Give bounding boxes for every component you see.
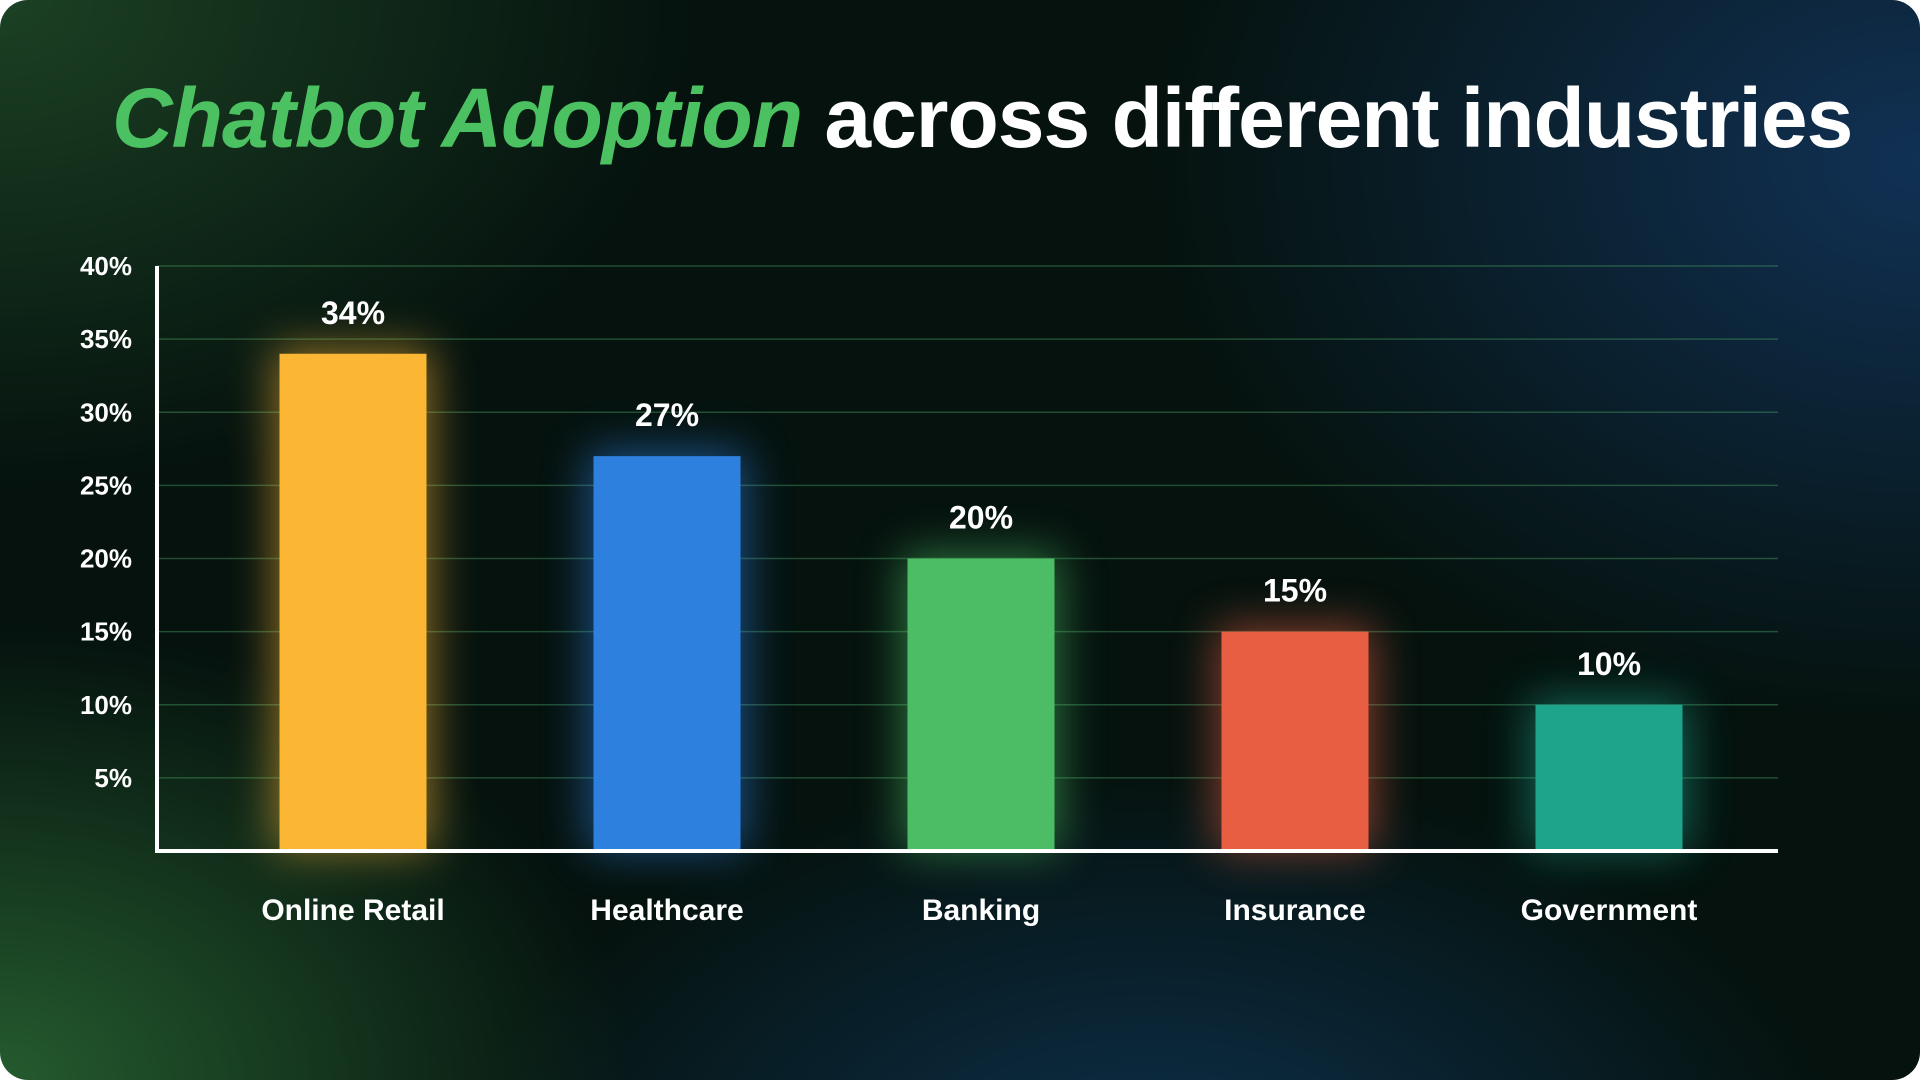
y-tick-label: 35% — [80, 324, 132, 354]
x-tick-label: Banking — [922, 894, 1040, 927]
y-tick-label: 40% — [80, 251, 132, 281]
y-tick-label: 25% — [80, 470, 132, 500]
bar — [907, 558, 1055, 851]
y-tick-label: 10% — [80, 690, 132, 720]
bar — [593, 456, 741, 851]
title-rest: across different industries — [824, 71, 1853, 165]
chart-title: Chatbot Adoption across different indust… — [112, 68, 1853, 169]
x-tick-label: Insurance — [1224, 894, 1366, 927]
title-accent: Chatbot Adoption — [112, 71, 803, 165]
data-label: 27% — [635, 397, 699, 433]
data-label: 34% — [321, 295, 385, 331]
y-tick-label: 15% — [80, 617, 132, 647]
x-tick-label: Healthcare — [590, 894, 743, 927]
y-tick-label: 20% — [80, 544, 132, 574]
x-axis-ticks: Online Retail Healthcare Banking Insurance G… — [261, 894, 1697, 927]
bar — [279, 353, 427, 851]
x-tick-label: Online Retail — [261, 894, 444, 927]
y-tick-label: 30% — [80, 397, 132, 427]
x-tick-label: Government — [1521, 894, 1698, 927]
data-labels: 34% 27% 20% 15% 10% — [321, 295, 1641, 682]
bar — [1221, 631, 1369, 851]
data-label: 20% — [949, 500, 1013, 536]
data-label: 15% — [1263, 573, 1327, 609]
y-tick-label: 5% — [94, 763, 132, 793]
y-axis-ticks: 5% 10% 15% 20% 25% 30% 35% 40% — [80, 251, 132, 793]
axes — [155, 266, 1778, 853]
bar — [1535, 704, 1683, 851]
bars — [273, 347, 1689, 851]
data-label: 10% — [1577, 646, 1641, 682]
